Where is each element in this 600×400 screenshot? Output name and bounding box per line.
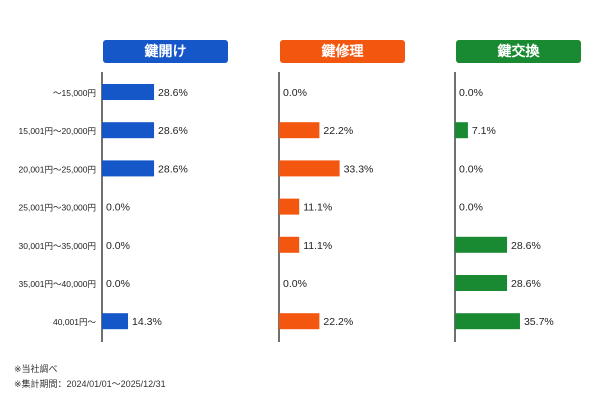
- bar: [102, 313, 129, 330]
- bar: [279, 160, 340, 177]
- chart: 〜15,000円 15,001円〜20,000円 20,001円〜25,000円 25…: [19, 40, 581, 342]
- bar: [279, 122, 320, 139]
- bar: [279, 236, 300, 253]
- bar: [455, 122, 468, 139]
- category-label: 35,001円〜40,000円: [19, 279, 97, 289]
- data-label: 0.0%: [459, 163, 483, 175]
- bar: [279, 313, 320, 330]
- bar: [102, 84, 155, 100]
- category-label: 25,001円〜30,000円: [19, 203, 97, 213]
- panel-header: [456, 40, 581, 63]
- panel-header-label: 鍵修理: [322, 43, 364, 59]
- data-label: 0.0%: [459, 202, 483, 214]
- category-label: 15,001円〜20,000円: [19, 126, 97, 136]
- bar: [102, 122, 155, 139]
- footnotes: ※当社調べ ※集計期間：2024/01/01〜2025/12/31: [14, 362, 166, 392]
- data-label: 0.0%: [106, 202, 130, 214]
- period-note: ※集計期間：2024/01/01〜2025/12/31: [14, 379, 166, 389]
- data-label: 28.6%: [511, 278, 541, 290]
- data-label: 22.2%: [323, 125, 353, 137]
- panel-header: [103, 40, 228, 63]
- category-label: 30,001円〜35,000円: [19, 241, 97, 251]
- data-label: 0.0%: [283, 87, 307, 99]
- data-label: 0.0%: [106, 240, 130, 252]
- data-label: 0.0%: [459, 87, 483, 99]
- data-label: 28.6%: [158, 163, 188, 175]
- category-label: 20,001円〜25,000円: [19, 164, 97, 174]
- data-label: 22.2%: [323, 316, 353, 328]
- data-label: 28.6%: [158, 125, 188, 137]
- bar: [279, 198, 300, 215]
- data-label: 28.6%: [158, 87, 188, 99]
- panel-header-label: 鍵交換: [498, 43, 541, 59]
- data-label: 7.1%: [472, 125, 496, 137]
- data-label: 0.0%: [283, 278, 307, 290]
- data-label: 14.3%: [132, 316, 162, 328]
- data-label: 0.0%: [106, 278, 130, 290]
- data-label: 11.1%: [303, 240, 332, 252]
- panel-header-label: 鍵開け: [145, 43, 187, 59]
- source-note: ※当社調べ: [14, 364, 58, 374]
- category-label: 〜15,000円: [53, 88, 96, 98]
- bar: [102, 160, 155, 177]
- bar: [455, 313, 520, 330]
- data-label: 35.7%: [524, 316, 554, 328]
- bar: [455, 236, 508, 253]
- data-label: 11.1%: [303, 202, 332, 214]
- data-label: 33.3%: [344, 163, 374, 175]
- data-label: 28.6%: [511, 240, 541, 252]
- bar: [455, 275, 508, 291]
- panel-header: [280, 40, 405, 63]
- category-label: 40,001円〜: [53, 317, 96, 327]
